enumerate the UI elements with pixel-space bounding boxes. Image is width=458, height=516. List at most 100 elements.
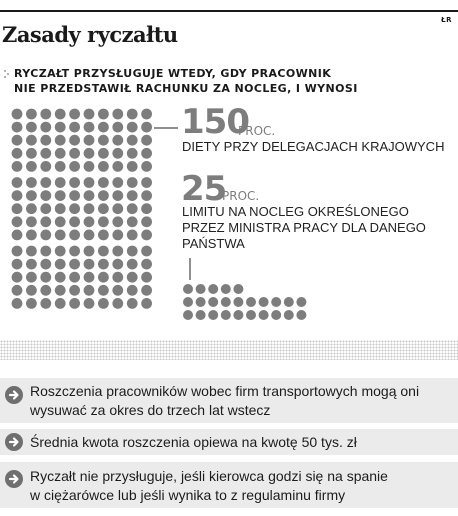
dot-150 xyxy=(69,245,80,257)
stat-25-desc-line-2: PRZEZ MINISTRA PRACY DLA DANEGO xyxy=(182,220,426,235)
dot-150 xyxy=(126,108,138,120)
dot-150 xyxy=(69,271,80,283)
dot-150 xyxy=(141,284,153,296)
dot-150 xyxy=(98,121,109,133)
dot-150 xyxy=(40,245,52,257)
deck-line-2: nie przedstawił rachunku za nocleg, i wy… xyxy=(14,82,358,95)
deck-text: Ryczałt przysługuje wtedy, gdy pracownik… xyxy=(14,66,358,96)
dot-150 xyxy=(98,298,109,309)
dot-150 xyxy=(112,298,124,309)
dot-150 xyxy=(26,229,37,241)
dot-150 xyxy=(40,216,52,228)
dot-150 xyxy=(126,298,138,309)
dot-25 xyxy=(208,297,219,307)
dot-150 xyxy=(112,177,124,188)
dot-150 xyxy=(126,177,138,188)
dot-150 xyxy=(83,147,95,159)
dot-150 xyxy=(69,161,80,172)
page-title: Zasady ryczałtu xyxy=(2,22,178,47)
dot-150 xyxy=(83,203,95,215)
dot-150 xyxy=(26,216,37,228)
dot-150 xyxy=(40,203,52,215)
dot-150 xyxy=(126,147,138,159)
dot-150 xyxy=(83,258,95,270)
dot-25 xyxy=(195,284,206,294)
dot-25 xyxy=(220,297,231,307)
dot-25 xyxy=(220,310,231,320)
dot-25 xyxy=(271,310,282,320)
dotted-separator xyxy=(0,340,458,360)
bullet-3-line-1: Ryczałt nie przysługuje, jeśli kierowca … xyxy=(30,468,388,484)
arrow-right-circle-icon xyxy=(5,386,23,404)
stat-150-desc: DIETY PRZY DELEGACJACH KRAJOWYCH xyxy=(182,139,444,155)
dot-150 xyxy=(54,134,66,146)
dot-150 xyxy=(126,258,138,270)
dot-150 xyxy=(141,203,153,215)
dot-150 xyxy=(40,258,52,270)
dot-150 xyxy=(69,203,80,215)
dot-150 xyxy=(11,258,23,270)
dot-150 xyxy=(98,177,109,188)
dot-150 xyxy=(126,229,138,241)
dot-150 xyxy=(26,134,37,146)
dot-150 xyxy=(69,190,80,202)
dot-150 xyxy=(112,216,124,228)
dot-150 xyxy=(40,229,52,241)
dot-150 xyxy=(26,245,37,257)
dot-150 xyxy=(141,245,153,257)
dot-150 xyxy=(98,216,109,228)
dot-25 xyxy=(246,297,256,307)
dot-150 xyxy=(40,284,52,296)
dot-150 xyxy=(40,134,52,146)
dot-150 xyxy=(26,190,37,202)
dot-150 xyxy=(141,121,153,133)
arrow-right-circle-icon xyxy=(5,433,23,451)
dot-150 xyxy=(83,121,95,133)
dot-150 xyxy=(26,108,37,120)
dot-150 xyxy=(141,190,153,202)
source-tag: ŁR xyxy=(441,16,452,24)
dot-150 xyxy=(83,161,95,172)
dot-25 xyxy=(233,310,244,320)
dot-150 xyxy=(126,245,138,257)
dot-25 xyxy=(183,284,193,294)
dot-150 xyxy=(69,258,80,270)
dot-25 xyxy=(195,310,206,320)
dot-25 xyxy=(233,284,244,294)
dot-150 xyxy=(112,121,124,133)
dot-150 xyxy=(69,177,80,188)
bullet-3-line-2: w ciężarówce lub jeśli wynika to z regul… xyxy=(30,487,346,503)
dot-25 xyxy=(283,310,294,320)
dot-150 xyxy=(126,284,138,296)
dot-150 xyxy=(11,203,23,215)
dot-150 xyxy=(26,121,37,133)
dot-25 xyxy=(195,297,206,307)
dot-150 xyxy=(98,245,109,257)
dot-150 xyxy=(112,190,124,202)
dot-150 xyxy=(11,134,23,146)
dot-150 xyxy=(83,177,95,188)
dot-150 xyxy=(11,147,23,159)
dot-150 xyxy=(98,229,109,241)
dot-150 xyxy=(112,203,124,215)
dot-150 xyxy=(98,258,109,270)
dot-150 xyxy=(98,284,109,296)
dot-150 xyxy=(126,190,138,202)
dot-150 xyxy=(126,161,138,172)
dot-150 xyxy=(54,245,66,257)
dot-150 xyxy=(54,190,66,202)
dot-150 xyxy=(83,108,95,120)
bullet-item-1: Roszczenia pracowników wobec firm transp… xyxy=(0,378,458,423)
dot-150 xyxy=(69,229,80,241)
dot-150 xyxy=(141,134,153,146)
dot-25 xyxy=(258,297,269,307)
dot-150 xyxy=(11,284,23,296)
dot-150 xyxy=(112,271,124,283)
dot-150 xyxy=(83,134,95,146)
dot-150 xyxy=(141,298,153,309)
dot-150 xyxy=(126,216,138,228)
dot-150 xyxy=(141,229,153,241)
deck-marker-icon xyxy=(4,68,9,82)
dot-150 xyxy=(98,161,109,172)
dot-150 xyxy=(11,245,23,257)
